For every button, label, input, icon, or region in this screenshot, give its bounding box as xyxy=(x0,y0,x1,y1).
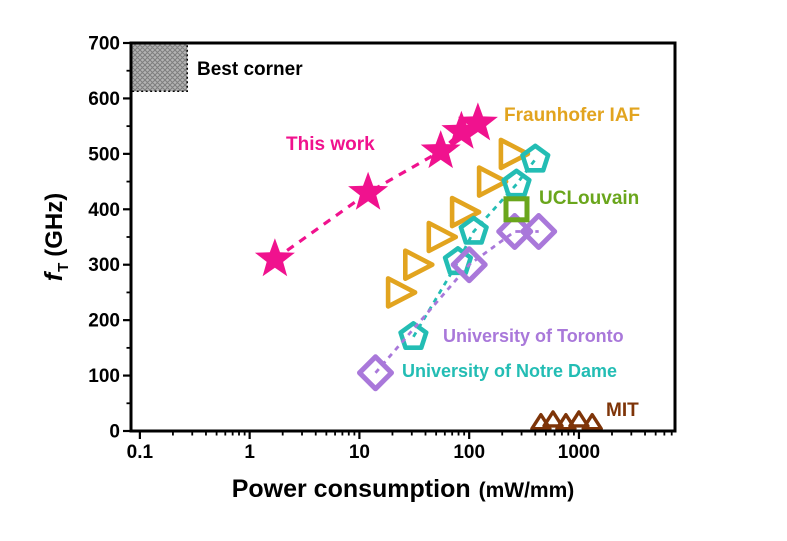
x-axis-title: Power consumption (mW/mm) xyxy=(232,475,575,503)
y-axis-tick-label: 300 xyxy=(88,255,120,276)
y-axis-tick-label: 600 xyxy=(88,89,120,110)
series-university-of-toronto xyxy=(357,213,558,392)
axis-ticks: 0.1 1 10 100 1000 0 100 200 300 400 500 600 700 xyxy=(88,34,673,463)
y-axis-tick-label: 500 xyxy=(88,144,120,165)
y-axis-title-symbol: f xyxy=(40,270,68,281)
series-label-university-of-notre-dame: University of Notre Dame xyxy=(402,361,617,381)
x-axis-tick-label: 100 xyxy=(453,442,485,463)
series-label-fraunhofer-iaf: Fraunhofer IAF xyxy=(504,105,640,126)
marker-pentagon xyxy=(458,215,489,245)
marker-triangle-up xyxy=(581,413,603,431)
marker-star xyxy=(254,238,295,277)
marker-star xyxy=(348,171,389,210)
marker-triangle-right xyxy=(426,220,459,254)
series-this-work xyxy=(254,102,498,277)
marker-triangle-right xyxy=(498,137,531,171)
marker-triangle-right xyxy=(449,195,482,229)
trendline-university-of-toronto xyxy=(374,230,539,374)
trendline-university-of-notre-dame xyxy=(412,158,537,338)
series-label-this-work: This work xyxy=(286,134,375,155)
best-corner-label: Best corner xyxy=(197,59,303,80)
series-university-of-notre-dame xyxy=(398,143,551,351)
marker-triangle-right xyxy=(402,248,435,282)
x-axis-title-unit: (mW/mm) xyxy=(479,479,575,502)
marker-diamond xyxy=(450,246,488,284)
y-axis-title-unit: (GHz) xyxy=(41,193,68,257)
marker-diamond xyxy=(357,354,394,392)
marker-pentagon xyxy=(520,143,551,173)
marker-pentagon xyxy=(398,320,429,351)
y-axis-tick-label: 100 xyxy=(88,366,120,387)
y-axis-title: fT (GHz) xyxy=(40,193,72,281)
best-corner-region xyxy=(130,42,188,92)
series-label-uclouvain: UCLouvain xyxy=(539,188,639,209)
marker-diamond xyxy=(520,213,558,250)
series-layer xyxy=(254,102,603,431)
y-axis-tick-label: 200 xyxy=(88,311,120,332)
annotations: Best corner Fraunhofer IAF University of N… xyxy=(197,59,640,421)
series-label-university-of-toronto: University of Toronto xyxy=(443,326,624,346)
x-axis-tick-label: 1 xyxy=(244,442,255,463)
y-axis-title-subscript: T xyxy=(55,263,72,272)
series-uclouvain xyxy=(503,196,530,223)
x-axis-tick-label: 1000 xyxy=(558,442,600,463)
marker-star xyxy=(441,110,482,149)
y-axis-tick-label: 0 xyxy=(109,422,120,443)
marker-star xyxy=(457,102,498,141)
marker-triangle-right xyxy=(476,165,509,198)
x-axis-title-text: Power consumption xyxy=(232,475,471,503)
marker-triangle-up xyxy=(555,413,577,431)
marker-triangle-up xyxy=(568,410,590,428)
series-fraunhofer-iaf xyxy=(385,137,531,309)
series-label-mit: MIT xyxy=(606,400,639,421)
x-axis-tick-label: 10 xyxy=(349,442,370,463)
marker-square xyxy=(503,196,530,223)
y-axis-tick-label: 400 xyxy=(88,200,120,221)
x-axis-tick-label: 0.1 xyxy=(127,442,154,463)
marker-triangle-up xyxy=(542,410,564,428)
marker-star xyxy=(420,130,461,169)
series-mit xyxy=(530,410,603,431)
marker-pentagon xyxy=(501,168,532,198)
y-axis-tick-label: 700 xyxy=(88,34,120,55)
marker-triangle-right xyxy=(385,276,418,309)
